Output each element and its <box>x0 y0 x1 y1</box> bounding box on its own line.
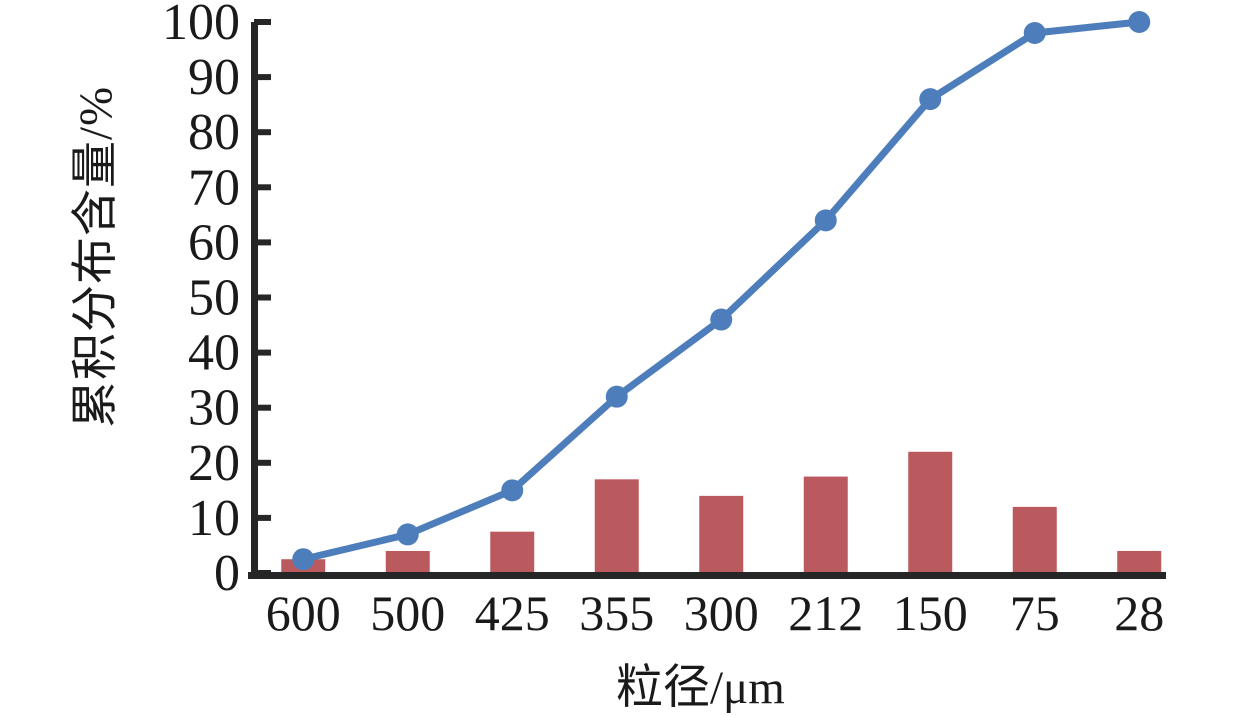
line-marker-150 <box>919 88 942 111</box>
bar-75 <box>1012 506 1057 575</box>
y-tick-label-30: 30 <box>188 380 240 437</box>
x-tick-label-212: 212 <box>788 585 863 641</box>
y-tick-10 <box>254 514 271 521</box>
y-tick-0 <box>254 570 271 576</box>
y-tick-label-0: 0 <box>214 545 240 602</box>
bar-212 <box>803 476 848 575</box>
y-tick-90 <box>254 74 271 81</box>
y-tick-label-40: 40 <box>188 325 240 382</box>
y-tick-50 <box>254 294 271 301</box>
y-tick-label-20: 20 <box>188 435 240 492</box>
bar-28 <box>1117 550 1162 575</box>
x-tick-label-600: 600 <box>266 585 341 641</box>
line-marker-28 <box>1128 11 1151 33</box>
cumulative-line <box>299 18 1143 563</box>
x-tick-label-75: 75 <box>1010 585 1060 641</box>
line-marker-500 <box>396 523 419 546</box>
line-marker-600 <box>292 548 315 571</box>
y-tick-label-100: 100 <box>162 0 240 51</box>
y-tick-label-10: 10 <box>188 490 240 547</box>
x-tick-label-28: 28 <box>1114 585 1164 641</box>
line-marker-300 <box>710 308 733 331</box>
x-axis-line <box>248 572 1166 579</box>
x-tick-label-355: 355 <box>579 585 654 641</box>
line-marker-212 <box>814 209 837 232</box>
y-tick-label-80: 80 <box>188 104 240 161</box>
x-axis-title: 粒径/μm <box>616 662 785 714</box>
x-tick-label-500: 500 <box>370 585 445 641</box>
bar-300 <box>699 495 744 575</box>
x-tick-label-150: 150 <box>893 585 968 641</box>
y-tick-label-50: 50 <box>188 270 240 327</box>
y-tick-20 <box>254 459 271 466</box>
y-tick-label-70: 70 <box>188 159 240 216</box>
line-marker-425 <box>501 479 524 502</box>
y-tick-label-90: 90 <box>188 49 240 106</box>
y-tick-60 <box>254 239 271 246</box>
bar-355 <box>594 479 639 575</box>
y-axis-title: 累积分布含量/% <box>70 85 122 428</box>
x-tick-label-425: 425 <box>475 585 550 641</box>
bar-500 <box>385 550 430 575</box>
y-tick-30 <box>254 404 271 411</box>
y-tick-80 <box>254 129 271 136</box>
y-tick-100 <box>254 19 271 25</box>
y-tick-label-60: 60 <box>188 214 240 271</box>
line-marker-75 <box>1023 22 1046 45</box>
bar-425 <box>490 531 535 575</box>
x-tick-label-300: 300 <box>684 585 759 641</box>
y-tick-70 <box>254 184 271 191</box>
bar-150 <box>908 451 953 575</box>
y-tick-40 <box>254 349 271 356</box>
line-marker-355 <box>605 385 628 408</box>
